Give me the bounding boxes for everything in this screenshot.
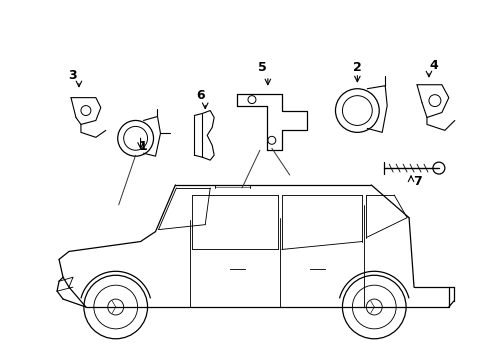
- Text: 3: 3: [68, 69, 77, 82]
- Text: 7: 7: [412, 175, 421, 188]
- Text: 1: 1: [138, 140, 147, 153]
- Text: 2: 2: [352, 61, 361, 74]
- Text: 6: 6: [196, 89, 204, 102]
- Text: 4: 4: [428, 59, 437, 72]
- Text: 5: 5: [257, 61, 266, 74]
